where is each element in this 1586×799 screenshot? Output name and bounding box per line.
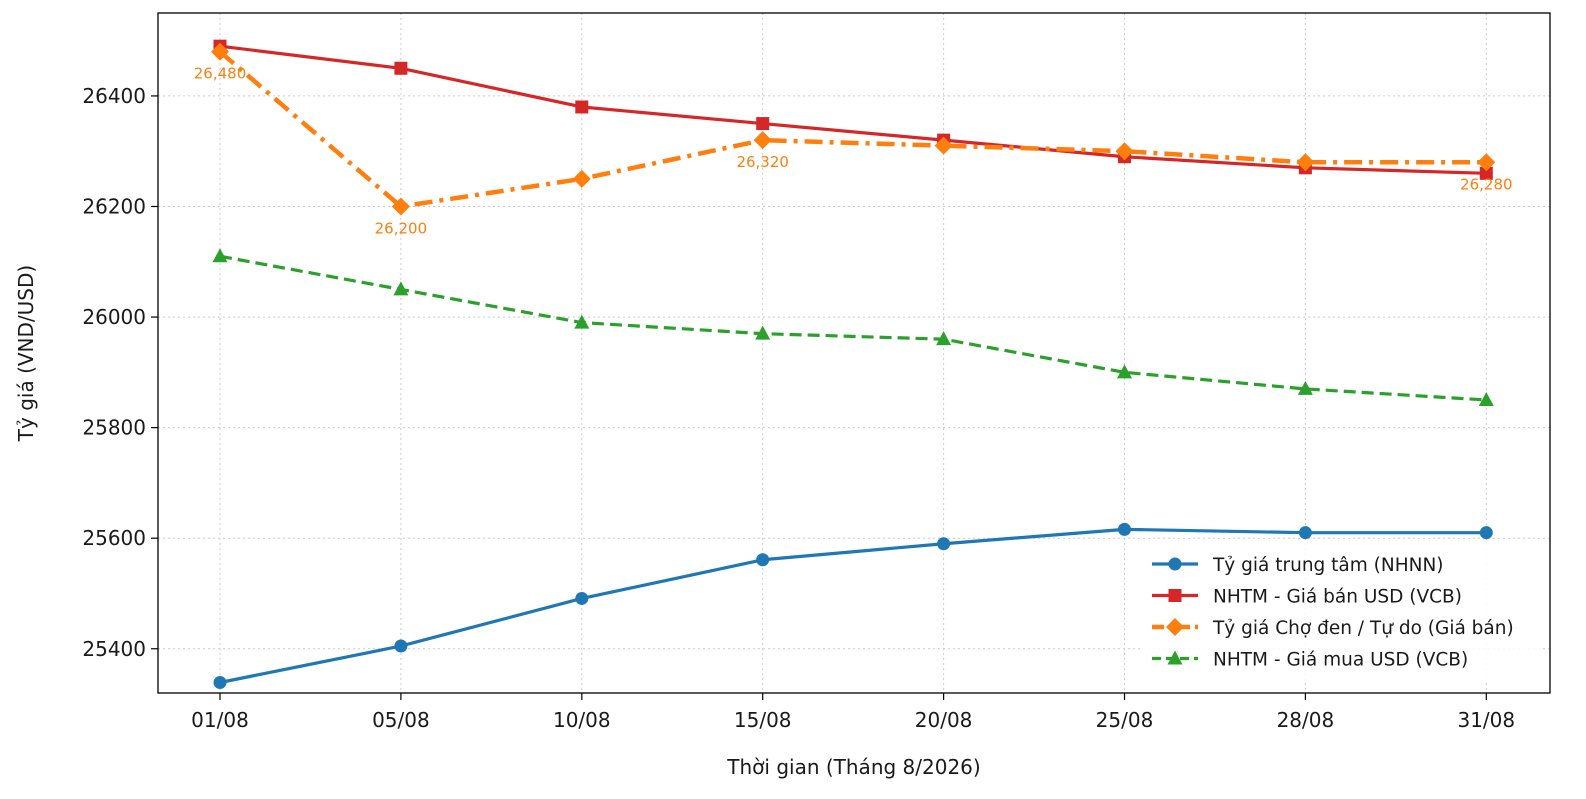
data-label: 26,480	[194, 65, 247, 83]
data-point	[575, 100, 589, 114]
data-label: 26,200	[375, 219, 428, 237]
data-point	[755, 325, 771, 340]
data-point	[1479, 166, 1493, 180]
y-tick-label: 26200	[82, 194, 146, 218]
y-tick-label: 26400	[82, 84, 146, 108]
series-line	[219, 254, 1487, 402]
x-tick-label: 05/08	[372, 708, 430, 732]
legend-label: Tỷ giá trung tâm (NHNN)	[1212, 555, 1444, 576]
legend-marker	[1167, 650, 1183, 665]
series-3	[211, 42, 1496, 216]
data-point	[756, 553, 770, 567]
data-point	[394, 639, 408, 653]
series-layer	[211, 39, 1496, 689]
x-axis-title: Thời gian (Tháng 8/2026)	[726, 755, 980, 779]
data-point	[391, 197, 410, 216]
data-label: 26,320	[736, 153, 789, 171]
legend-label: NHTM - Giá mua USD (VCB)	[1213, 650, 1468, 671]
x-tick-label: 28/08	[1277, 708, 1335, 732]
plot-frame	[157, 12, 1551, 694]
y-tick-label: 25800	[82, 416, 146, 440]
legend-marker	[1168, 557, 1182, 571]
data-point	[934, 136, 953, 155]
data-point	[213, 675, 227, 689]
legend-marker	[1166, 618, 1184, 636]
series-line	[219, 527, 1487, 685]
x-tick-label: 25/08	[1096, 708, 1154, 732]
data-point	[753, 131, 772, 150]
data-point	[1478, 391, 1494, 406]
data-point	[574, 314, 590, 329]
legend-marker	[1168, 589, 1182, 602]
data-point	[572, 169, 591, 188]
data-point	[212, 248, 228, 263]
legend-item: Tỷ giá Chợ đen / Tự do (Giá bán)	[1152, 618, 1514, 639]
series-line	[219, 44, 1487, 175]
data-point	[937, 537, 951, 551]
legend-background	[1140, 540, 1540, 680]
data-point	[393, 281, 409, 296]
legend-item: NHTM - Giá bán USD (VCB)	[1152, 587, 1462, 608]
legend-item: NHTM - Giá mua USD (VCB)	[1152, 650, 1468, 671]
x-tick-label: 15/08	[734, 708, 792, 732]
data-label: 26,280	[1460, 175, 1513, 193]
x-tick-label: 31/08	[1457, 708, 1515, 732]
series-4	[212, 248, 1494, 406]
x-tick-label: 01/08	[191, 708, 249, 732]
series-1	[213, 522, 1493, 689]
y-axis-title: Tỷ giá (VND/USD)	[14, 265, 38, 442]
data-point	[211, 42, 229, 61]
data-point	[1296, 153, 1315, 172]
x-tick-label: 20/08	[915, 708, 973, 732]
data-point	[936, 331, 952, 346]
data-point	[575, 591, 589, 605]
data-point	[1298, 526, 1312, 540]
legend-label: NHTM - Giá bán USD (VCB)	[1213, 587, 1462, 608]
series-line	[218, 49, 1487, 209]
data-labels-layer: 26,480 26,200 26,320 26,280	[194, 65, 1513, 238]
data-point	[1297, 380, 1313, 395]
y-tick-label: 25600	[82, 526, 146, 550]
x-tick-label: 10/08	[553, 708, 611, 732]
legend: Tỷ giá trung tâm (NHNN) NHTM - Giá bán US…	[1140, 540, 1540, 680]
data-point	[756, 117, 770, 131]
data-point	[394, 61, 408, 75]
data-point	[1118, 522, 1131, 536]
data-point	[1117, 364, 1132, 379]
data-point	[1477, 153, 1496, 172]
ticks-layer: 01/08 05/08 10/08 15/08 20/08 25/08 28/08 31/08…	[82, 84, 1515, 732]
data-point	[1115, 142, 1134, 161]
y-tick-label: 26000	[82, 305, 146, 329]
legend-item: Tỷ giá trung tâm (NHNN)	[1152, 555, 1444, 576]
data-point	[1479, 526, 1493, 540]
legend-label: Tỷ giá Chợ đen / Tự do (Giá bán)	[1212, 618, 1514, 639]
y-tick-label: 25400	[82, 637, 146, 661]
